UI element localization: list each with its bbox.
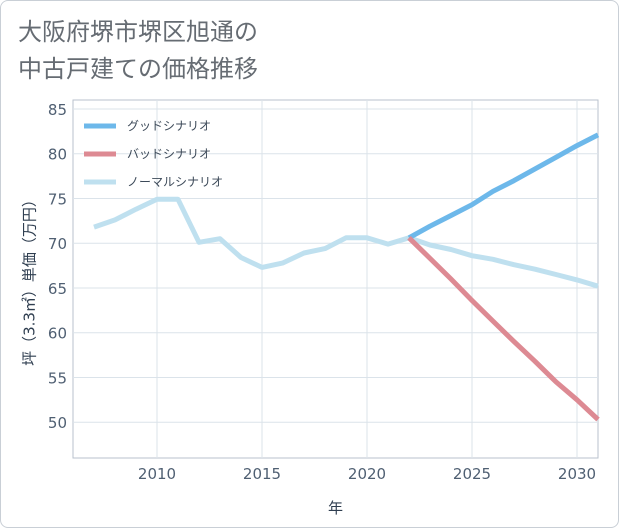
y-tick-label: 50: [48, 414, 67, 432]
x-tick-label: 2010: [138, 465, 176, 483]
x-tick-label: 2020: [348, 465, 386, 483]
plot-area: [72, 99, 599, 459]
chart-title: 大阪府堺市堺区旭通の 中古戸建ての価格推移: [18, 14, 578, 88]
x-tick-labels: 2010 2015 2020 2025 2030: [138, 465, 596, 483]
chart-title-line-1: 大阪府堺市堺区旭通の: [18, 18, 258, 46]
y-tick-label: 75: [48, 190, 67, 208]
y-axis-label: 坪（3.3㎡）単価（万円）: [21, 192, 39, 366]
x-axis-label: 年: [328, 499, 343, 517]
x-tick-label: 2030: [558, 465, 596, 483]
series-line-2: [93, 196, 599, 289]
y-tick-label: 85: [48, 101, 67, 119]
x-tick-label: 2015: [243, 465, 281, 483]
y-tick-label: 80: [48, 146, 67, 164]
series-line-0: [407, 132, 600, 240]
series-lines: [93, 132, 600, 422]
legend-label: グッドシナリオ: [127, 119, 211, 133]
x-tick-label: 2025: [453, 465, 491, 483]
y-tick-label: 55: [48, 369, 67, 387]
y-tick-label: 60: [48, 325, 67, 343]
y-tick-label: 65: [48, 280, 67, 298]
grid-lines: [73, 100, 598, 458]
legend-label: バッドシナリオ: [127, 147, 211, 161]
y-tick-labels: 50 55 60 65 70 75 80 85: [48, 101, 67, 432]
legend-label: ノーマルシナリオ: [127, 175, 223, 189]
chart-title-line-2: 中古戸建ての価格推移: [18, 55, 258, 83]
series-line-1: [407, 236, 600, 422]
y-tick-label: 70: [48, 235, 67, 253]
